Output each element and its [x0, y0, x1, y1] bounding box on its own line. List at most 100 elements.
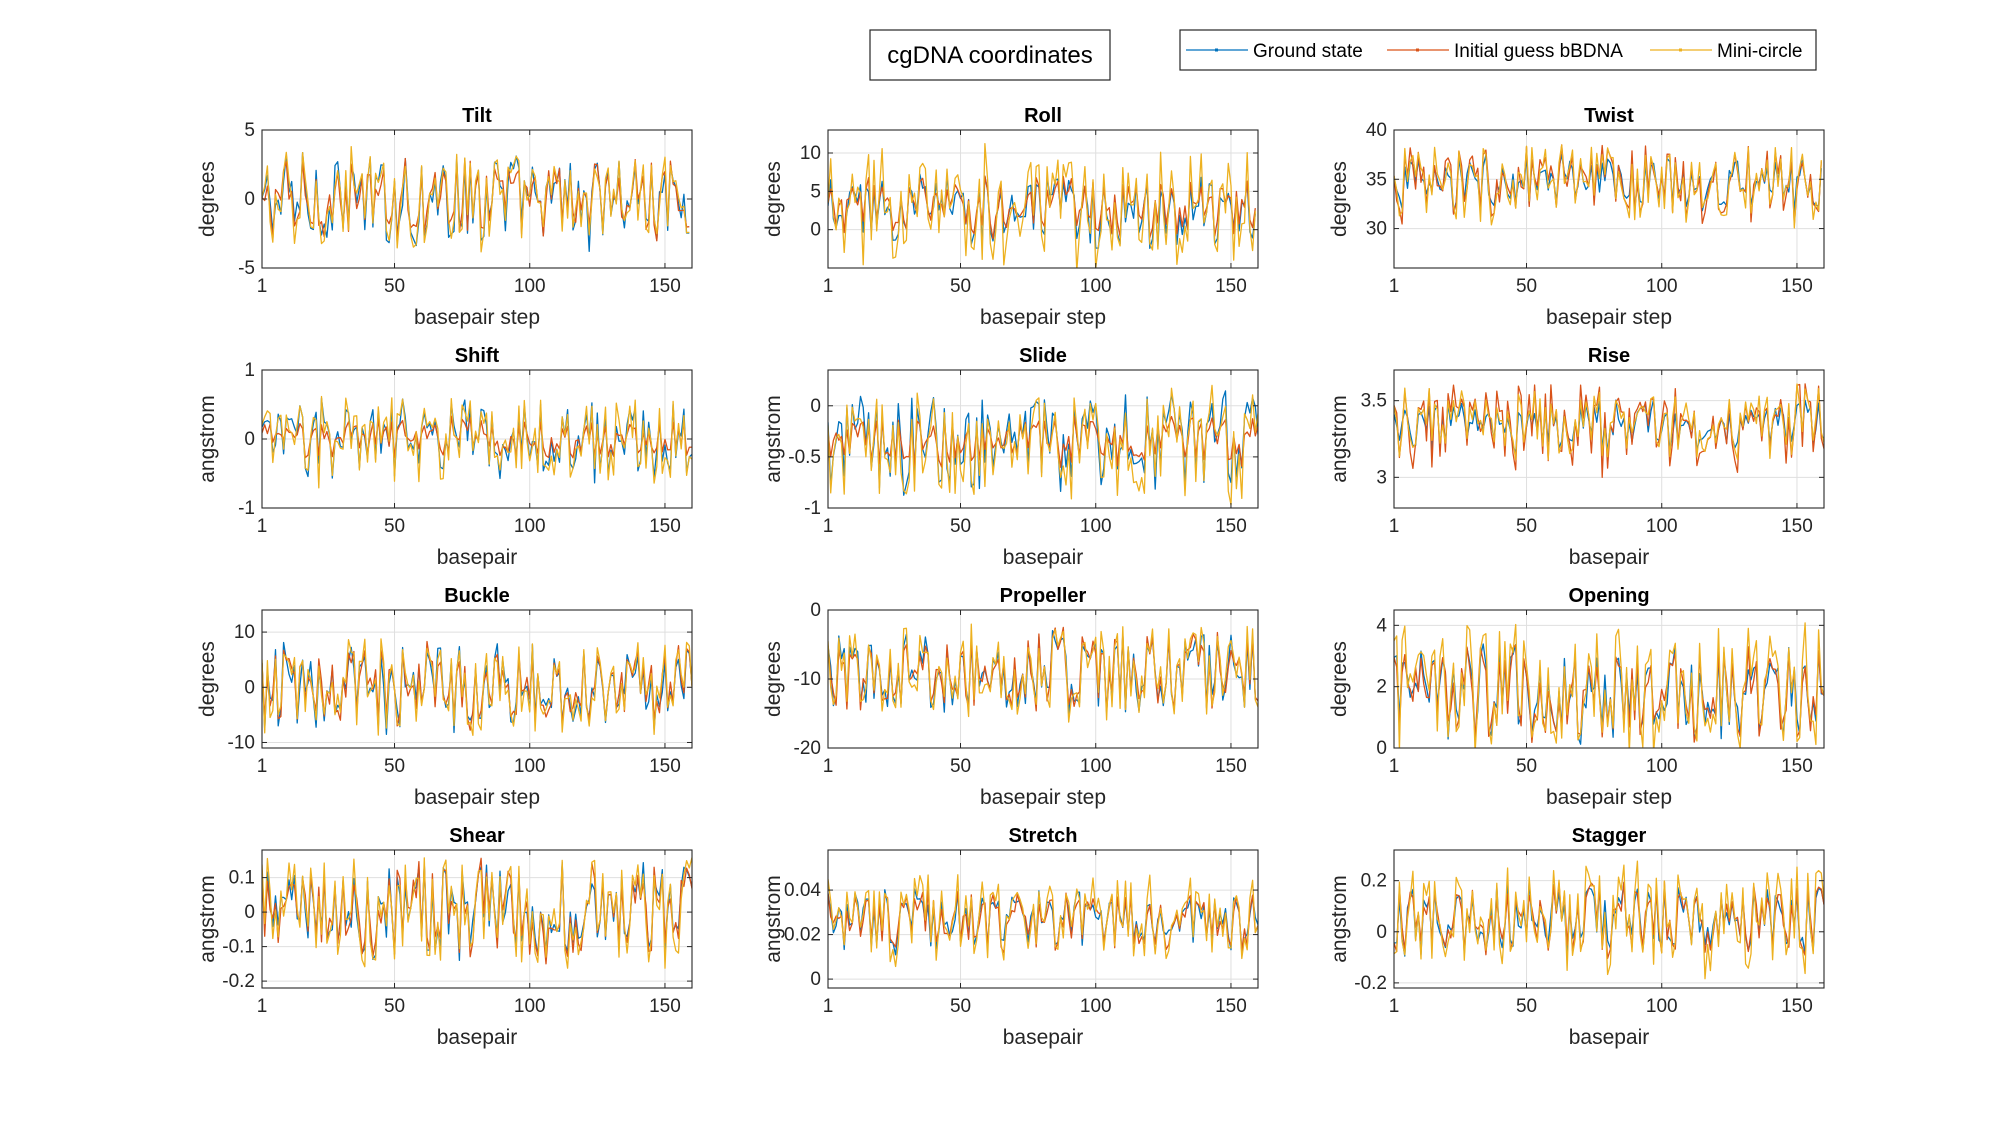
subplot-title-shear: Shear	[449, 825, 505, 847]
grid-stretch	[827, 850, 1258, 988]
y-tick-label: -0.2	[222, 971, 255, 992]
x-tick-label: 50	[384, 516, 405, 537]
y-axis-label-stagger: angstrom	[1328, 875, 1351, 963]
y-tick-label: 5	[810, 181, 821, 202]
subplot-title-twist: Twist	[1584, 105, 1634, 127]
y-tick-label: 0.04	[784, 880, 821, 901]
series-line-mini-circle	[828, 623, 1258, 723]
series-group-opening	[1394, 622, 1824, 748]
x-tick-label: 1	[823, 996, 834, 1017]
y-tick-label: -0.1	[222, 937, 255, 958]
x-tick-label: 1	[257, 996, 268, 1017]
x-tick-label: 1	[257, 516, 268, 537]
x-tick-label: 150	[1781, 516, 1813, 537]
y-tick-label: -1	[804, 498, 821, 519]
x-tick-label: 100	[514, 996, 546, 1017]
x-tick-label: 1	[257, 276, 268, 297]
series-line-mini-circle	[828, 874, 1258, 968]
x-axis-label-stagger: basepair	[1569, 1026, 1650, 1049]
series-group-tilt	[262, 145, 690, 253]
series-group-buckle	[262, 638, 692, 737]
x-tick-label: 150	[649, 516, 681, 537]
subplot-title-opening: Opening	[1568, 585, 1649, 607]
x-axis-label-slide: basepair	[1003, 546, 1084, 569]
y-tick-label: 0	[244, 189, 255, 210]
y-tick-label: 30	[1366, 219, 1387, 240]
x-tick-label: 50	[384, 276, 405, 297]
y-axis-label-shear: angstrom	[196, 875, 219, 963]
x-tick-label: 150	[1215, 516, 1247, 537]
series-line-mini-circle	[262, 638, 692, 737]
y-tick-label: 3	[1376, 467, 1387, 488]
y-tick-label: -0.2	[1354, 973, 1387, 994]
y-axis-label-roll: degrees	[762, 161, 785, 237]
y-tick-label: -20	[794, 738, 821, 759]
y-axis-label-propeller: degrees	[762, 641, 785, 717]
y-tick-label: 0	[244, 677, 255, 698]
ticks-shear: 1 50 100 150-0.2-0.100.1	[222, 850, 692, 1017]
x-axis-label-tilt: basepair step	[414, 306, 540, 329]
subplot-title-slide: Slide	[1019, 345, 1067, 367]
x-tick-label: 50	[950, 276, 971, 297]
x-axis-label-roll: basepair step	[980, 306, 1106, 329]
y-tick-label: 3.5	[1361, 391, 1387, 412]
x-tick-label: 100	[1646, 996, 1678, 1017]
y-tick-label: 0	[810, 396, 821, 417]
x-axis-label-twist: basepair step	[1546, 306, 1672, 329]
legend-label-initial-guess: Initial guess bBDNA	[1454, 41, 1623, 62]
ticks-shift: 1 50 100 150-101	[238, 360, 692, 537]
x-tick-label: 50	[1516, 516, 1537, 537]
y-tick-label: 0.02	[784, 925, 821, 946]
x-axis-label-shear: basepair	[437, 1026, 518, 1049]
x-tick-label: 100	[514, 276, 546, 297]
axes-box	[261, 609, 693, 749]
y-tick-label: 1	[244, 360, 255, 381]
series-line-mini-circle	[1394, 860, 1824, 980]
series-group-slide	[828, 384, 1258, 506]
x-tick-label: 50	[1516, 996, 1537, 1017]
ticks-slide: 1 50 100 150-1-0.50	[788, 370, 1258, 537]
y-tick-label: 0	[1376, 738, 1387, 759]
x-tick-label: 50	[950, 756, 971, 777]
y-axis-label-tilt: degrees	[196, 161, 219, 237]
series-line-mini-circle	[828, 384, 1258, 506]
x-tick-label: 1	[823, 276, 834, 297]
x-tick-label: 50	[1516, 756, 1537, 777]
x-tick-label: 100	[514, 756, 546, 777]
y-tick-label: 4	[1376, 615, 1387, 636]
x-tick-label: 100	[1646, 516, 1678, 537]
legend-entry-mini-circle: Mini-circle	[1650, 41, 1803, 62]
figure-title-box: cgDNA coordinates	[869, 29, 1111, 81]
axes-box	[827, 129, 1259, 269]
y-tick-label: 0	[810, 600, 821, 621]
axes-box	[1393, 369, 1825, 509]
y-tick-label: -0.5	[788, 447, 821, 468]
subplot-title-tilt: Tilt	[462, 105, 492, 127]
subplot-stretch: 1 50 100 15000.020.04Stretchbasepairangstro…	[762, 825, 1259, 1049]
x-tick-label: 150	[1215, 276, 1247, 297]
y-tick-label: -10	[794, 669, 821, 690]
subplot-title-stretch: Stretch	[1009, 825, 1078, 847]
y-tick-label: 0	[810, 969, 821, 990]
y-tick-label: 2	[1376, 677, 1387, 698]
y-axis-label-stretch: angstrom	[762, 875, 785, 963]
x-tick-label: 1	[1389, 516, 1400, 537]
x-tick-label: 150	[1215, 996, 1247, 1017]
figure-title: cgDNA coordinates	[887, 42, 1092, 69]
x-tick-label: 150	[649, 756, 681, 777]
x-tick-label: 100	[1080, 996, 1112, 1017]
legend-entry-initial-guess: Initial guess bBDNA	[1387, 41, 1623, 62]
series-group-shift	[262, 395, 692, 489]
x-tick-label: 100	[1646, 276, 1678, 297]
y-tick-label: 40	[1366, 120, 1387, 141]
x-axis-label-rise: basepair	[1569, 546, 1650, 569]
y-axis-label-slide: angstrom	[762, 395, 785, 483]
